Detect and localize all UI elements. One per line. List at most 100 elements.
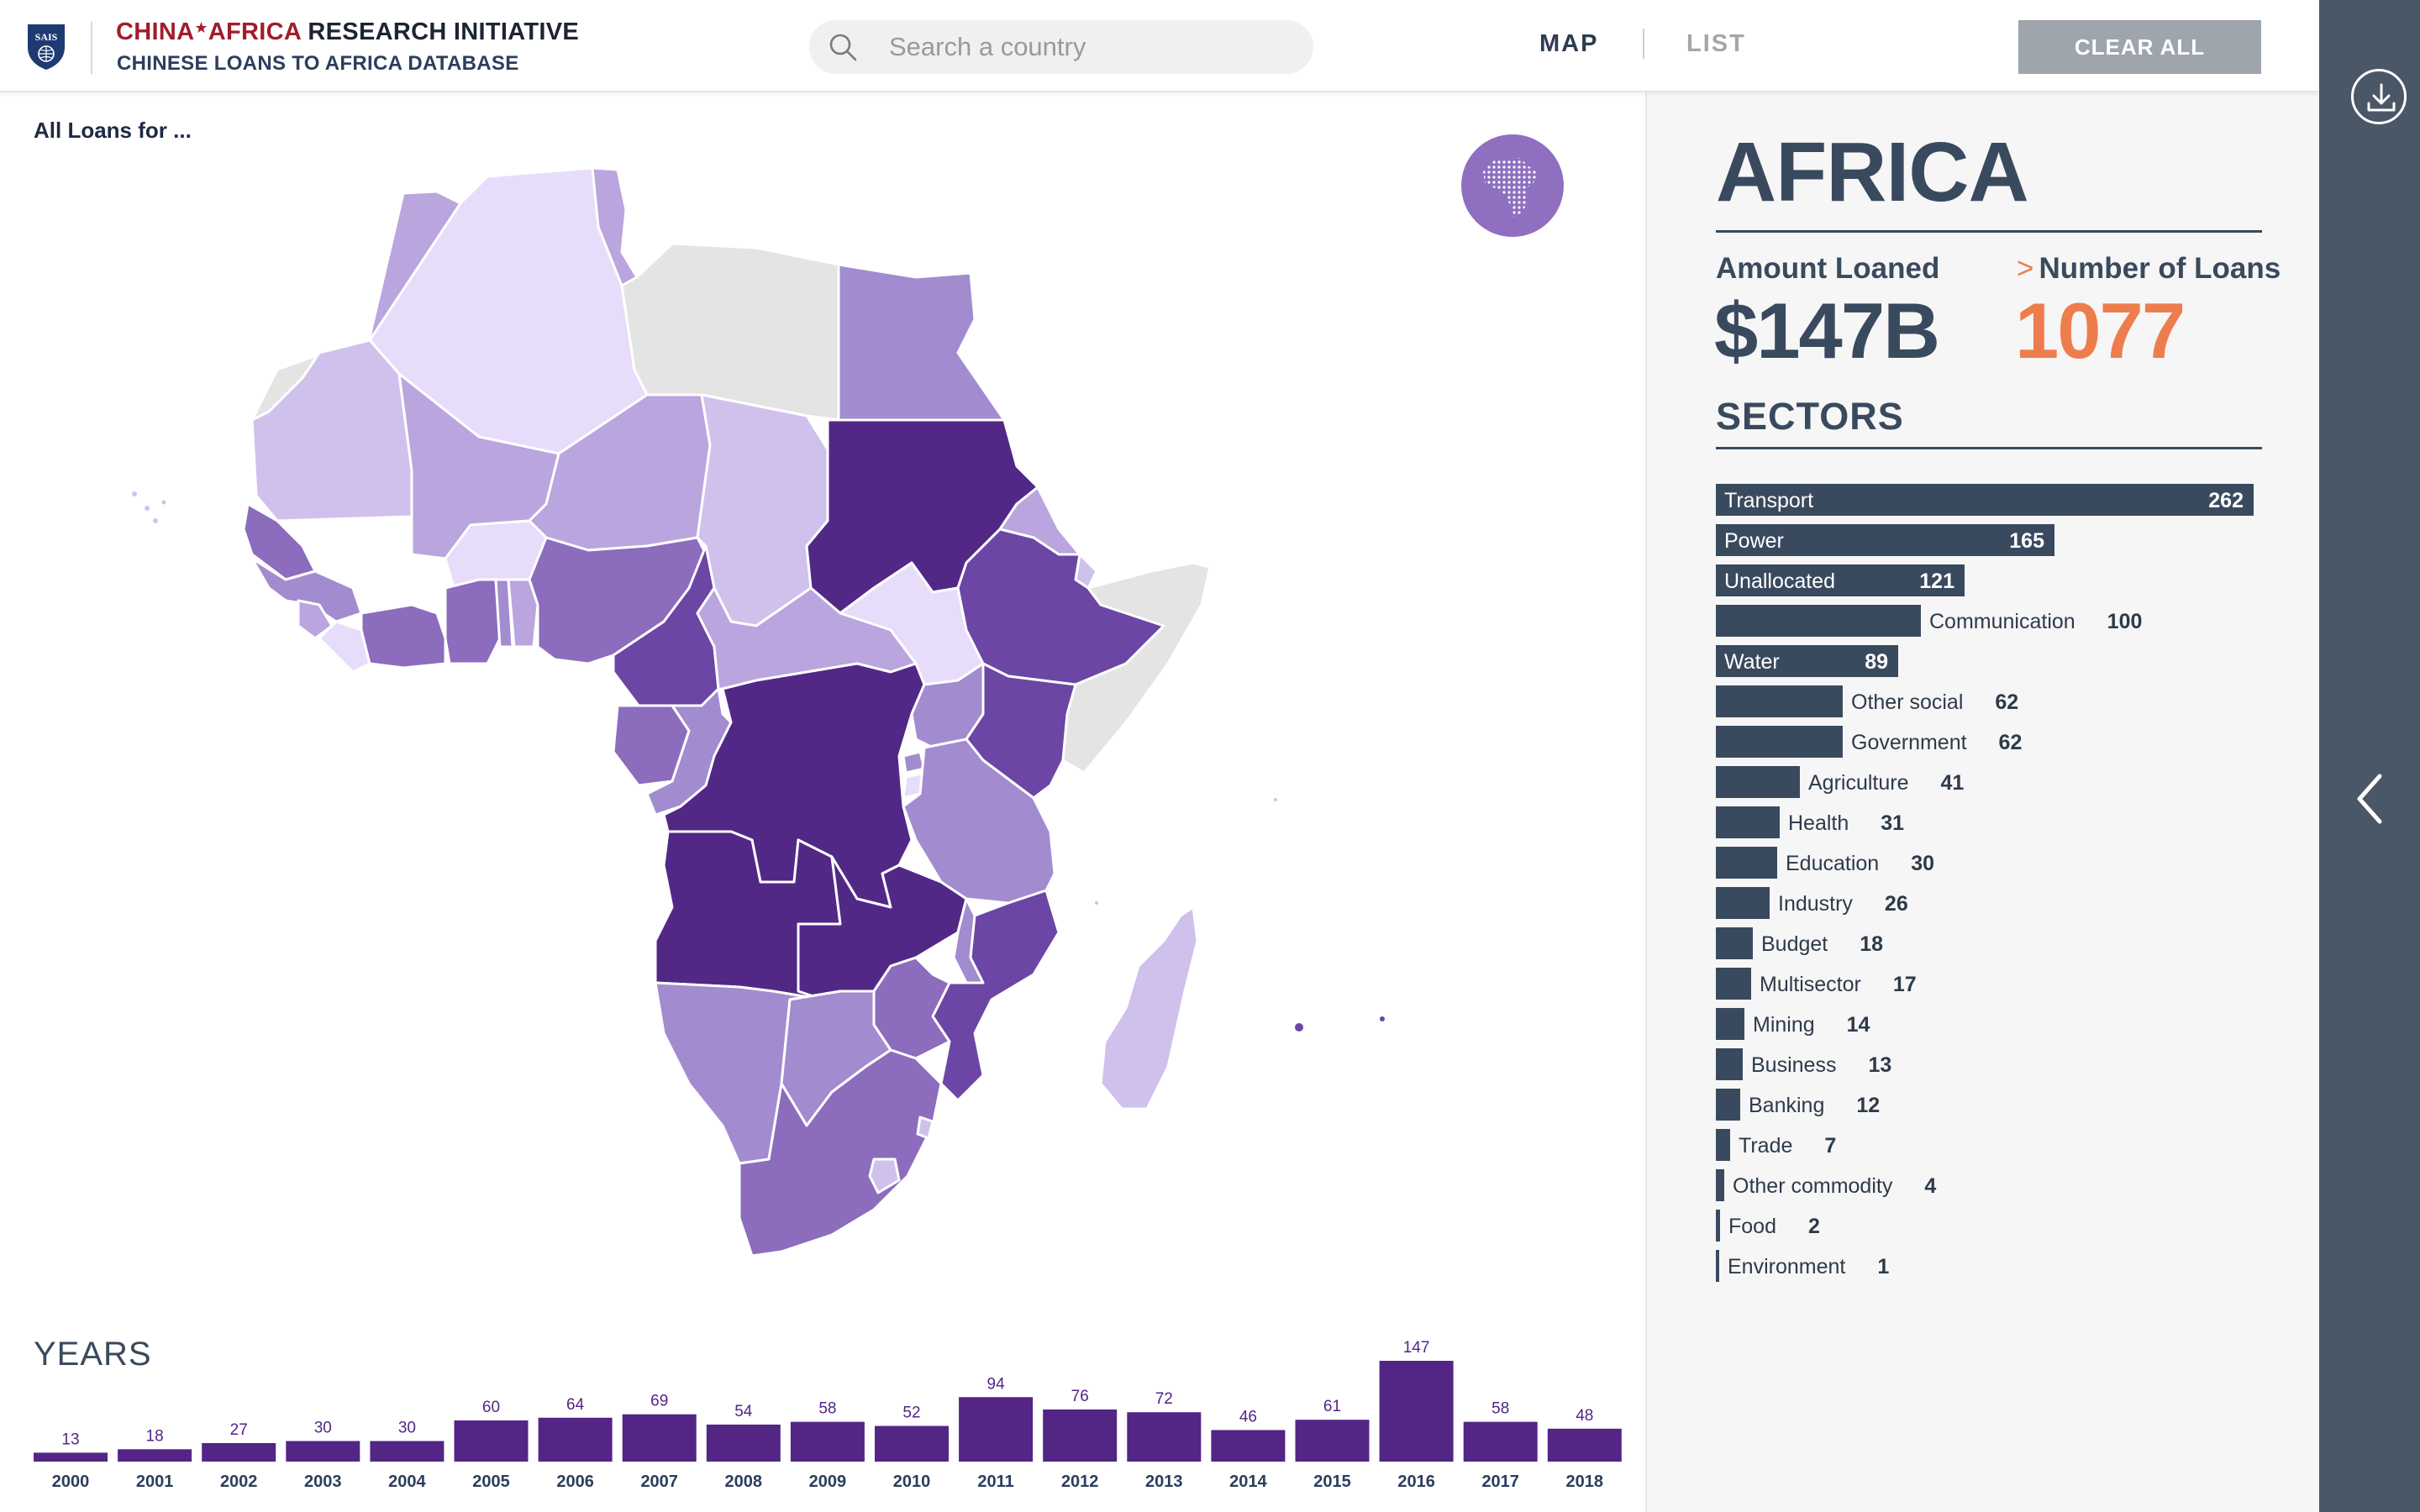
sector-label: Health (1788, 811, 1849, 835)
sector-bar (1716, 1008, 1744, 1040)
country-togo[interactable] (494, 578, 514, 648)
clear-all-button[interactable]: CLEAR ALL (2018, 20, 2261, 74)
sector-label: Multisector (1760, 973, 1861, 996)
logo-divider (91, 22, 92, 74)
year-bar[interactable] (1547, 1428, 1622, 1462)
year-bar[interactable] (1127, 1412, 1202, 1462)
sector-row[interactable]: Multisector 17 (1716, 968, 2304, 1000)
sector-row[interactable]: Unallocated 121 (1716, 564, 2304, 596)
sector-row[interactable]: Education 30 (1716, 847, 2304, 879)
summary-sidebar: AFRICA Amount Loaned $147B > Number of Lo… (1645, 92, 2319, 1512)
brand-research-initiative: RESEARCH INITIATIVE (301, 18, 579, 45)
tab-list[interactable]: LIST (1686, 30, 1746, 57)
sector-row[interactable]: Business 13 (1716, 1048, 2304, 1080)
year-tick-label: 2009 (809, 1473, 847, 1491)
sector-label: Power (1724, 529, 1784, 553)
download-button[interactable] (2351, 69, 2407, 124)
year-value-label: 18 (146, 1427, 164, 1445)
sector-bar (1716, 806, 1780, 838)
year-value-label: 13 (61, 1431, 79, 1448)
sector-bar (1716, 1169, 1724, 1201)
country-tunisia[interactable] (591, 166, 639, 287)
year-bar[interactable] (1379, 1361, 1454, 1462)
year-tick-label: 2015 (1313, 1473, 1351, 1491)
amount-loaned-label: Amount Loaned (1716, 252, 1940, 285)
year-bar[interactable] (1211, 1430, 1286, 1462)
search-input[interactable] (889, 29, 1292, 66)
country-cote-divoire[interactable] (360, 603, 447, 669)
year-bar[interactable] (959, 1397, 1034, 1462)
years-bar-chart: 13 2000 18 2001 27 2002 30 2003 30 2004 60 2005 64 20… (34, 1339, 1622, 1491)
country-benin[interactable] (507, 578, 539, 648)
tab-map[interactable]: MAP (1539, 30, 1599, 57)
country-sierra-leone[interactable] (297, 599, 334, 640)
country-eswatini[interactable] (916, 1116, 934, 1140)
sector-value: 121 (1919, 570, 1954, 593)
year-bar[interactable] (706, 1424, 781, 1462)
year-value-label: 72 (1155, 1390, 1173, 1408)
year-tick-label: 2013 (1145, 1473, 1183, 1491)
country-lesotho[interactable] (868, 1158, 901, 1194)
sector-value: 26 (1884, 892, 1908, 916)
sector-row[interactable]: Government 62 (1716, 726, 2304, 758)
sector-row[interactable]: Other commodity 4 (1716, 1169, 2304, 1201)
sector-row[interactable]: Food 2 (1716, 1210, 2304, 1242)
year-value-label: 30 (314, 1420, 332, 1437)
chevron-left-icon[interactable] (2353, 771, 2386, 827)
sector-row[interactable]: Communication 100 (1716, 605, 2304, 637)
year-bar[interactable] (790, 1421, 865, 1462)
year-bar[interactable] (538, 1417, 613, 1462)
year-bar[interactable] (875, 1425, 949, 1462)
sector-row[interactable]: Other social 62 (1716, 685, 2304, 717)
sector-label: Business (1751, 1053, 1837, 1077)
search-box[interactable] (809, 20, 1313, 74)
country-ghana[interactable] (444, 578, 502, 665)
africa-icon (1483, 158, 1539, 217)
sector-row[interactable]: Environment 1 (1716, 1250, 2304, 1282)
number-of-loans-toggle[interactable]: > Number of Loans (2017, 252, 2281, 286)
year-bar[interactable] (1463, 1421, 1538, 1462)
country-madagascar[interactable] (1099, 906, 1199, 1110)
sector-row[interactable]: Agriculture 41 (1716, 766, 2304, 798)
sector-bar (1716, 847, 1777, 879)
sector-label: Unallocated (1724, 570, 1836, 593)
sector-label: Trade (1739, 1134, 1793, 1158)
year-bar[interactable] (286, 1441, 360, 1462)
sector-value: 30 (1911, 852, 1934, 875)
country-kenya[interactable] (965, 662, 1077, 800)
country-mauritania[interactable] (250, 339, 413, 522)
sector-label: Banking (1749, 1094, 1825, 1117)
tab-divider (1643, 29, 1644, 59)
sector-bar (1716, 927, 1753, 959)
year-bar[interactable] (370, 1441, 445, 1462)
year-bar[interactable] (622, 1414, 697, 1462)
sector-row[interactable]: Trade 7 (1716, 1129, 2304, 1161)
country-guinea[interactable] (250, 557, 363, 623)
sector-row[interactable]: Transport 262 (1716, 484, 2304, 516)
sector-row[interactable]: Banking 12 (1716, 1089, 2304, 1121)
sais-logo: SAIS (28, 24, 65, 70)
sector-row[interactable]: Health 31 (1716, 806, 2304, 838)
year-bar[interactable] (118, 1449, 192, 1462)
sector-row[interactable]: Mining 14 (1716, 1008, 2304, 1040)
country-egypt[interactable] (837, 263, 1006, 422)
brand-china: CHINA (116, 18, 195, 45)
year-bar[interactable] (1043, 1409, 1118, 1462)
sector-row[interactable]: Power 165 (1716, 524, 2304, 556)
sector-row[interactable]: Industry 26 (1716, 887, 2304, 919)
year-value-label: 54 (734, 1403, 753, 1420)
sector-row[interactable]: Water 89 (1716, 645, 2304, 677)
country-mozambique[interactable] (931, 889, 1060, 1102)
sector-label: Communication (1929, 610, 2075, 633)
sector-row[interactable]: Budget 18 (1716, 927, 2304, 959)
year-bar[interactable] (34, 1452, 108, 1462)
year-bar[interactable] (1295, 1420, 1370, 1462)
year-bar[interactable] (202, 1442, 276, 1462)
globe-toggle-button[interactable] (1461, 134, 1564, 237)
sector-bar (1716, 887, 1770, 919)
year-tick-label: 2006 (556, 1473, 594, 1491)
sectors-title: SECTORS (1716, 395, 1904, 438)
country-somalia[interactable] (1061, 561, 1212, 774)
year-value-label: 52 (902, 1404, 920, 1422)
year-bar[interactable] (454, 1420, 529, 1462)
